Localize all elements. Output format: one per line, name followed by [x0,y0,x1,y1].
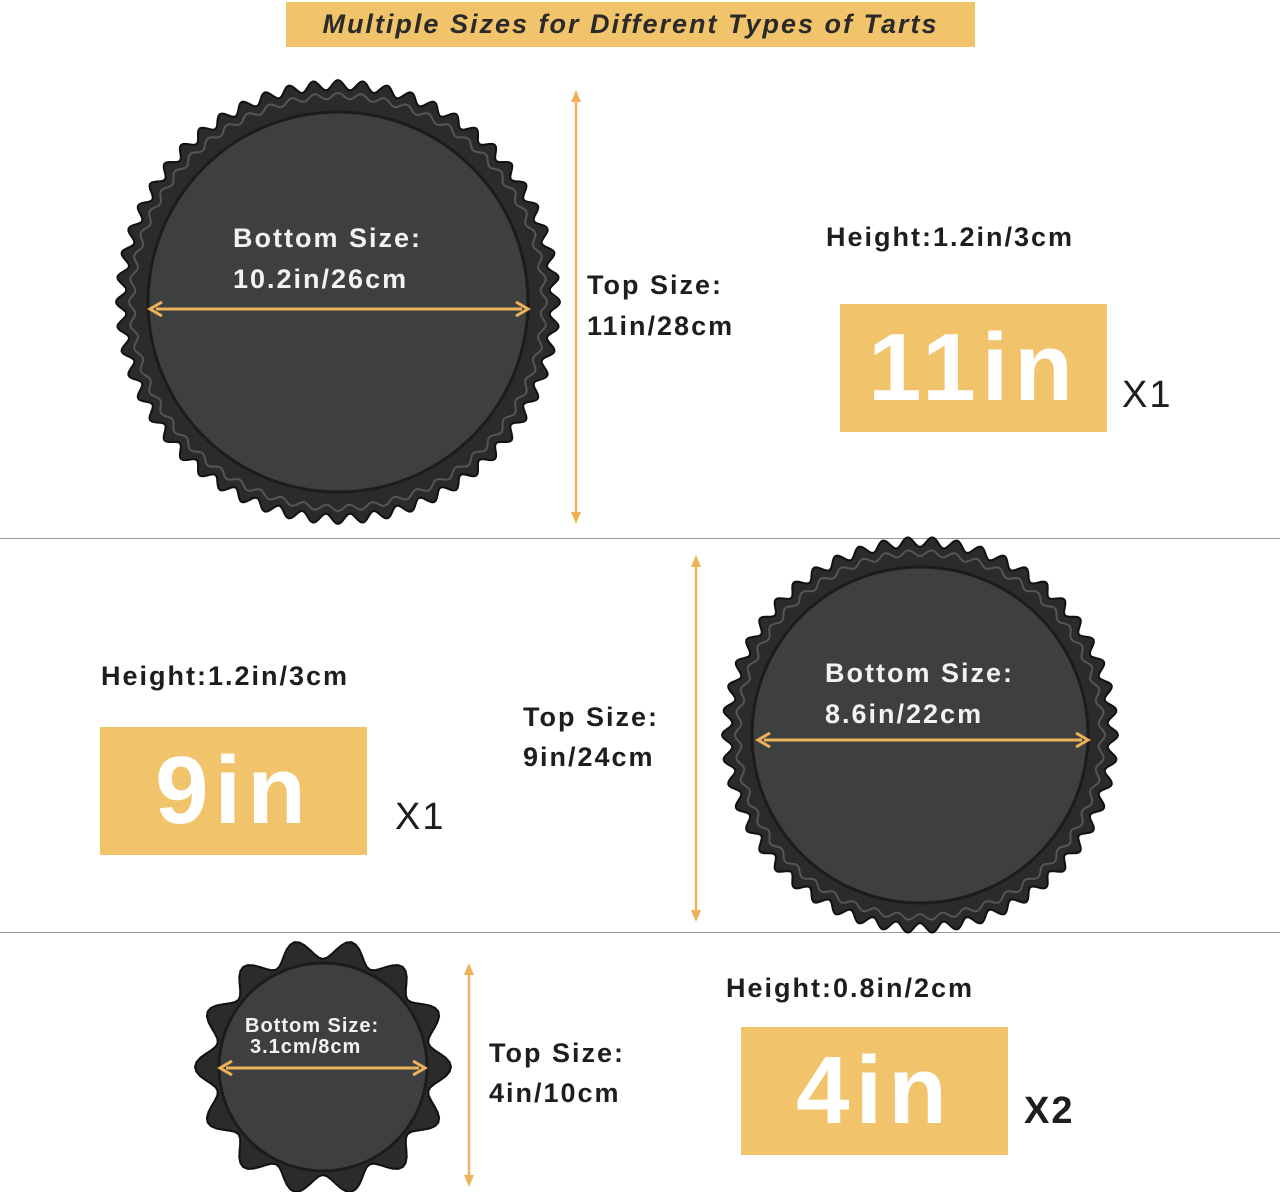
arrow-head [464,963,474,975]
title: Multiple Sizes for Different Types of Ta… [322,9,939,39]
arrow-head [412,1059,428,1077]
quantity: X2 [1024,1090,1075,1132]
rim-ridge [733,549,1107,921]
bottom-size-label: Bottom Size: [245,1015,380,1037]
rim-ridge [127,91,549,513]
height-label: Height:0.8in/2cm [726,973,975,1003]
title-banner: Multiple Sizes for Different Types of Ta… [286,2,975,47]
quantity: X1 [395,796,446,838]
pan-bottom [146,110,530,494]
top-size-value: 11in/28cm [587,311,735,341]
size-badge: 4in [741,1027,1008,1155]
top-size-label: Top Size: [523,702,659,732]
top-size-label: Top Size: [489,1038,625,1068]
top-size-label: Top Size: [587,270,723,300]
arrow-head [691,555,701,567]
top-size-value: 4in/10cm [489,1078,621,1108]
size-badge: 9in [100,727,367,855]
size-text: 4in [796,1037,953,1144]
bottom-size-label: Bottom Size: [233,223,422,253]
height-label: Height:1.2in/3cm [101,661,350,691]
arrow-head [515,300,531,318]
size-badge: 11in [840,304,1107,432]
arrow-head [464,1175,474,1187]
bottom-size-value: 3.1cm/8cm [250,1036,362,1058]
arrow-head [217,1059,233,1077]
arrow-head [691,910,701,922]
arrow-head [755,731,771,749]
size-text: 11in [868,314,1079,421]
arrow-head [571,90,581,102]
top-size-value: 9in/24cm [523,742,655,772]
height-label: Height:1.2in/3cm [826,222,1075,252]
arrow-head [147,300,163,318]
arrow-head [1075,731,1091,749]
quantity: X1 [1122,374,1173,416]
bottom-size-value: 8.6in/22cm [825,699,984,729]
pan-bottom [750,565,1090,905]
divider [0,538,1280,539]
size-text: 9in [155,737,312,844]
bottom-size-value: 10.2in/26cm [233,264,409,294]
bottom-size-label: Bottom Size: [825,658,1014,688]
divider [0,932,1280,933]
arrow-head [571,512,581,524]
